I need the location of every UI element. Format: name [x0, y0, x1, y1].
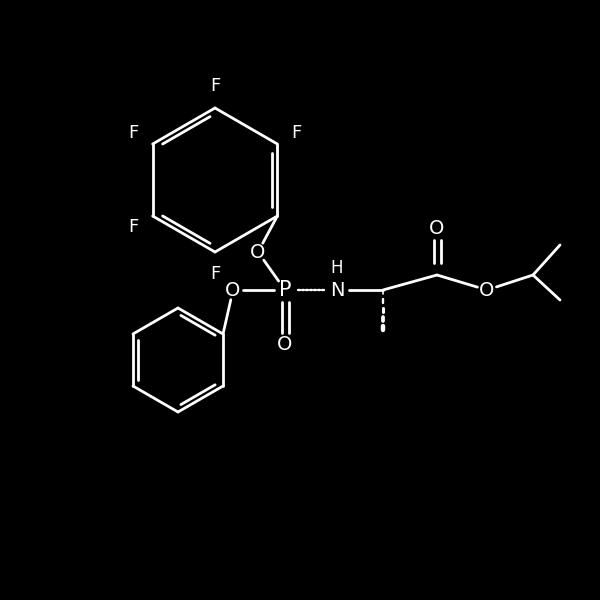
Text: P: P [279, 280, 291, 300]
Text: F: F [210, 265, 220, 283]
Text: H: H [331, 259, 343, 277]
Text: F: F [128, 218, 139, 236]
Text: O: O [430, 218, 445, 238]
Text: O: O [479, 280, 494, 299]
Text: F: F [210, 77, 220, 95]
Text: F: F [291, 124, 302, 142]
Text: N: N [330, 280, 344, 299]
Text: O: O [250, 242, 266, 262]
Text: O: O [277, 335, 293, 355]
Text: O: O [226, 280, 241, 299]
Text: F: F [128, 124, 139, 142]
